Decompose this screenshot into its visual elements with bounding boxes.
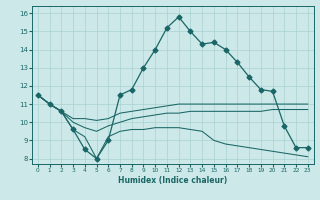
X-axis label: Humidex (Indice chaleur): Humidex (Indice chaleur) <box>118 176 228 185</box>
